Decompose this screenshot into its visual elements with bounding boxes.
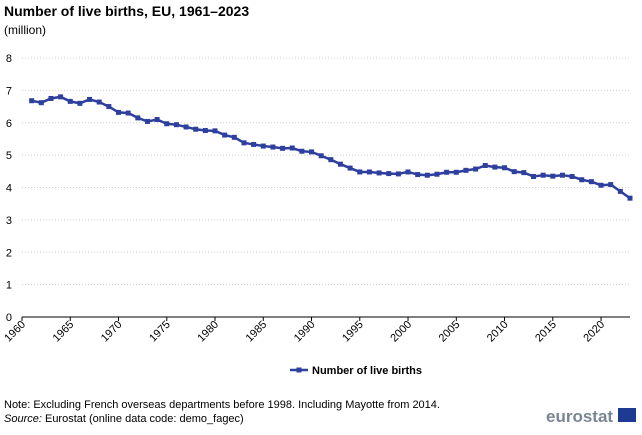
- marker: [357, 169, 363, 175]
- marker: [492, 164, 498, 170]
- marker: [424, 172, 430, 178]
- marker: [222, 132, 228, 138]
- marker: [511, 169, 517, 175]
- x-tick-label: 1980: [195, 319, 221, 345]
- marker: [328, 157, 334, 163]
- marker: [608, 182, 614, 188]
- marker: [521, 170, 527, 176]
- marker: [579, 177, 585, 183]
- legend-marker: [296, 367, 302, 373]
- marker: [453, 169, 459, 175]
- marker: [444, 169, 450, 175]
- marker: [29, 98, 35, 104]
- source-label: Source:: [4, 413, 42, 425]
- marker: [202, 128, 208, 134]
- x-tick-label: 2020: [581, 319, 607, 345]
- x-tick-label: 1990: [292, 319, 318, 345]
- x-tick-label: 1975: [147, 319, 173, 345]
- marker: [231, 134, 237, 140]
- marker: [183, 124, 189, 130]
- marker: [241, 140, 247, 146]
- marker: [251, 141, 257, 147]
- marker: [135, 115, 141, 121]
- marker: [116, 109, 122, 115]
- marker: [270, 144, 276, 150]
- y-tick-label: 6: [6, 118, 12, 130]
- marker: [540, 172, 546, 178]
- marker: [193, 126, 199, 132]
- marker: [550, 173, 556, 179]
- x-tick-label: 1970: [99, 319, 125, 345]
- marker: [347, 165, 353, 171]
- marker: [309, 149, 315, 155]
- marker: [588, 179, 594, 185]
- marker: [289, 145, 295, 151]
- marker: [77, 100, 83, 106]
- marker: [154, 117, 160, 123]
- marker: [617, 188, 623, 194]
- marker: [434, 171, 440, 177]
- marker: [144, 118, 150, 124]
- marker: [569, 173, 575, 179]
- x-tick-label: 2015: [533, 319, 559, 345]
- line: [31, 95, 631, 200]
- marker: [395, 171, 401, 177]
- marker: [559, 172, 565, 178]
- marker: [48, 95, 54, 101]
- marker: [415, 172, 421, 178]
- x-tick-label: 2005: [437, 319, 463, 345]
- y-tick-label: 5: [6, 150, 12, 162]
- marker: [106, 104, 112, 110]
- y-tick-label: 2: [6, 247, 12, 259]
- source: Source: Eurostat (online data code: demo…: [4, 413, 244, 425]
- marker: [502, 165, 508, 171]
- marker: [38, 100, 44, 106]
- x-tick-label: 1985: [244, 319, 270, 345]
- marker: [260, 143, 266, 149]
- y-tick-label: 1: [6, 280, 12, 292]
- marker: [125, 110, 131, 116]
- marker: [212, 128, 218, 134]
- marker: [473, 166, 479, 172]
- x-tick-label: 1965: [51, 319, 77, 345]
- x-tick-label: 2010: [485, 319, 511, 345]
- marker: [405, 169, 411, 175]
- marker: [58, 94, 64, 100]
- marker: [173, 122, 179, 128]
- marker: [376, 170, 382, 176]
- x-tick-label: 1995: [340, 319, 366, 345]
- x-tick-label: 2000: [388, 319, 414, 345]
- logo: eurostat: [546, 407, 613, 426]
- source-text: Eurostat (online data code: demo_fagec): [42, 413, 244, 425]
- marker: [299, 148, 305, 154]
- marker: [318, 153, 324, 159]
- chart-subtitle: (million): [4, 23, 46, 37]
- marker: [87, 96, 93, 102]
- y-tick-label: 4: [6, 183, 12, 195]
- marker: [164, 121, 170, 127]
- marker: [482, 162, 488, 168]
- marker: [627, 195, 633, 201]
- marker: [280, 145, 286, 151]
- y-tick-label: 8: [6, 53, 12, 65]
- marker: [598, 182, 604, 188]
- marker: [96, 99, 102, 105]
- marker: [530, 173, 536, 179]
- y-tick-label: 0: [6, 312, 12, 324]
- marker: [337, 161, 343, 167]
- chart-title: Number of live births, EU, 1961–2023: [4, 3, 249, 19]
- logo-flag: [618, 408, 636, 422]
- marker: [463, 167, 469, 173]
- marker: [366, 169, 372, 175]
- y-tick-label: 7: [6, 85, 12, 97]
- marker: [67, 98, 73, 104]
- legend-label: Number of live births: [312, 365, 422, 377]
- note: Note: Excluding French overseas departme…: [4, 399, 440, 411]
- marker: [386, 171, 392, 177]
- y-tick-label: 3: [6, 215, 12, 227]
